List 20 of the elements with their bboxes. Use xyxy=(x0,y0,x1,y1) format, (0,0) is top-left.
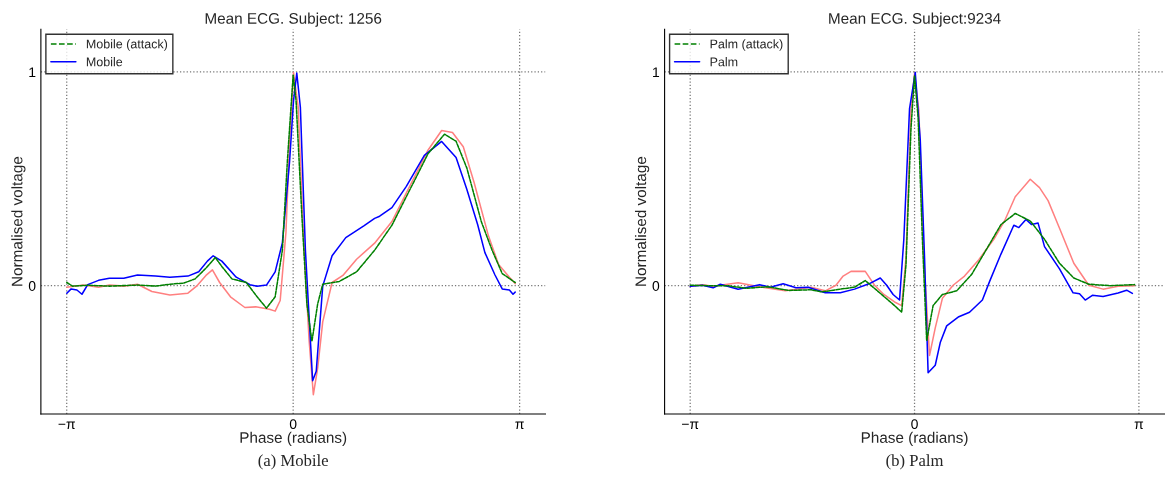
y-tick-label: 1 xyxy=(653,67,660,77)
chart-title: Mean ECG. Subject: 1256 xyxy=(205,12,382,27)
x-tick-label: π xyxy=(1134,421,1144,430)
x-axis-title: Phase (radians) xyxy=(240,431,347,446)
y-axis-title: Normalised voltage xyxy=(11,156,26,286)
y-axis-title: Normalised voltage xyxy=(634,156,650,286)
chart-title: Mean ECG. Subject:9234 xyxy=(829,12,1001,27)
text: (a) Mobile xyxy=(258,454,328,470)
legend-label: Palm (attack) xyxy=(710,39,783,51)
legend-label: Mobile xyxy=(86,57,123,67)
x-tick-label: −π xyxy=(58,421,75,430)
x-tick-label: −π xyxy=(682,421,699,430)
legend-label: Palm xyxy=(710,57,738,67)
x-axis-title: Phase (radians) xyxy=(861,431,968,446)
x-tick-label: π xyxy=(515,421,524,430)
legend-label: Mobile (attack) xyxy=(86,39,168,51)
x-tick-label: 0 xyxy=(911,419,918,430)
x-tick-label: 0 xyxy=(289,419,297,430)
text: (b) Palm xyxy=(886,454,944,470)
y-tick-label: 1 xyxy=(29,67,36,77)
